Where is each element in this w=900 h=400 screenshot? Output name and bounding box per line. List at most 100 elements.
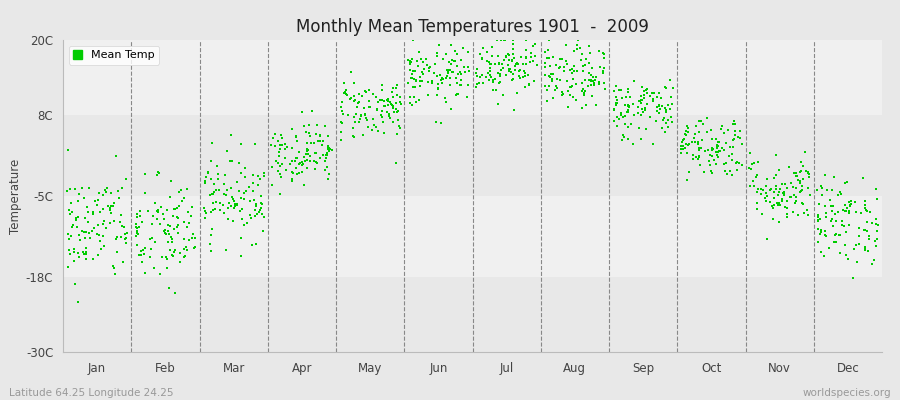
- Point: [675, 139, 689, 145]
- Point: [546, 54, 561, 60]
- Point: [416, 71, 430, 78]
- Point: [149, 216, 164, 222]
- Point: [504, 77, 518, 84]
- Point: [112, 194, 127, 201]
- Point: [173, 250, 187, 256]
- Point: [69, 224, 84, 230]
- Point: [347, 97, 362, 103]
- Point: [166, 252, 180, 258]
- Point: [230, 178, 244, 185]
- Point: [107, 200, 122, 206]
- Point: [810, 187, 824, 193]
- Point: [526, 58, 541, 65]
- Point: [626, 141, 640, 147]
- Point: [778, 181, 792, 187]
- Point: [295, 169, 310, 176]
- Point: [297, 123, 311, 130]
- Point: [428, 61, 443, 67]
- Point: [631, 110, 645, 116]
- Point: [856, 174, 870, 181]
- Point: [198, 208, 212, 214]
- Point: [645, 98, 660, 104]
- Point: [796, 210, 811, 216]
- Point: [211, 176, 225, 182]
- Point: [402, 60, 417, 67]
- Point: [820, 187, 834, 193]
- Point: [343, 95, 357, 101]
- Point: [302, 133, 317, 139]
- Point: [843, 198, 858, 204]
- Point: [858, 227, 872, 234]
- Point: [842, 222, 856, 228]
- Point: [516, 74, 530, 80]
- Point: [584, 77, 598, 84]
- Point: [237, 196, 251, 202]
- Point: [439, 73, 454, 80]
- Point: [159, 264, 174, 271]
- Point: [68, 217, 83, 223]
- Point: [460, 49, 474, 56]
- Point: [646, 96, 661, 102]
- Point: [159, 231, 174, 237]
- Point: [634, 112, 648, 118]
- Point: [555, 92, 570, 98]
- Point: [507, 54, 521, 61]
- Point: [75, 184, 89, 191]
- Point: [619, 94, 634, 100]
- Point: [172, 203, 186, 209]
- Point: [106, 264, 121, 271]
- Point: [775, 181, 789, 187]
- Point: [822, 245, 836, 252]
- Point: [790, 177, 805, 183]
- Point: [691, 118, 706, 124]
- Point: [554, 63, 568, 70]
- Point: [483, 61, 498, 67]
- Point: [203, 241, 218, 248]
- Point: [430, 92, 445, 98]
- Point: [444, 106, 458, 112]
- Point: [434, 120, 448, 126]
- Point: [469, 70, 483, 76]
- Point: [154, 203, 168, 210]
- Point: [849, 242, 863, 248]
- Point: [817, 253, 832, 259]
- Point: [409, 68, 423, 74]
- Point: [295, 162, 310, 169]
- Point: [732, 160, 746, 166]
- Point: [506, 51, 520, 57]
- Point: [839, 229, 853, 235]
- Point: [834, 218, 849, 224]
- Point: [460, 93, 474, 100]
- Point: [679, 128, 693, 134]
- Point: [497, 37, 511, 43]
- Point: [334, 119, 348, 126]
- Point: [636, 95, 651, 102]
- Point: [527, 41, 542, 48]
- Point: [251, 172, 266, 179]
- Point: [166, 236, 180, 242]
- Point: [715, 144, 729, 151]
- Point: [812, 200, 826, 207]
- Point: [73, 237, 87, 243]
- Point: [499, 54, 513, 60]
- Point: [826, 203, 841, 209]
- Point: [495, 61, 509, 67]
- Point: [444, 42, 458, 48]
- Point: [346, 134, 361, 140]
- Point: [638, 105, 652, 111]
- Point: [686, 152, 700, 158]
- Point: [771, 189, 786, 196]
- Point: [438, 99, 453, 105]
- Point: [766, 205, 780, 211]
- Point: [279, 166, 293, 173]
- Point: [296, 161, 310, 168]
- Point: [510, 61, 525, 68]
- Point: [86, 256, 101, 263]
- Point: [158, 254, 173, 260]
- Point: [354, 112, 368, 118]
- Point: [659, 108, 673, 115]
- Point: [566, 63, 580, 69]
- Point: [635, 97, 650, 104]
- Point: [640, 90, 654, 96]
- Point: [265, 142, 279, 148]
